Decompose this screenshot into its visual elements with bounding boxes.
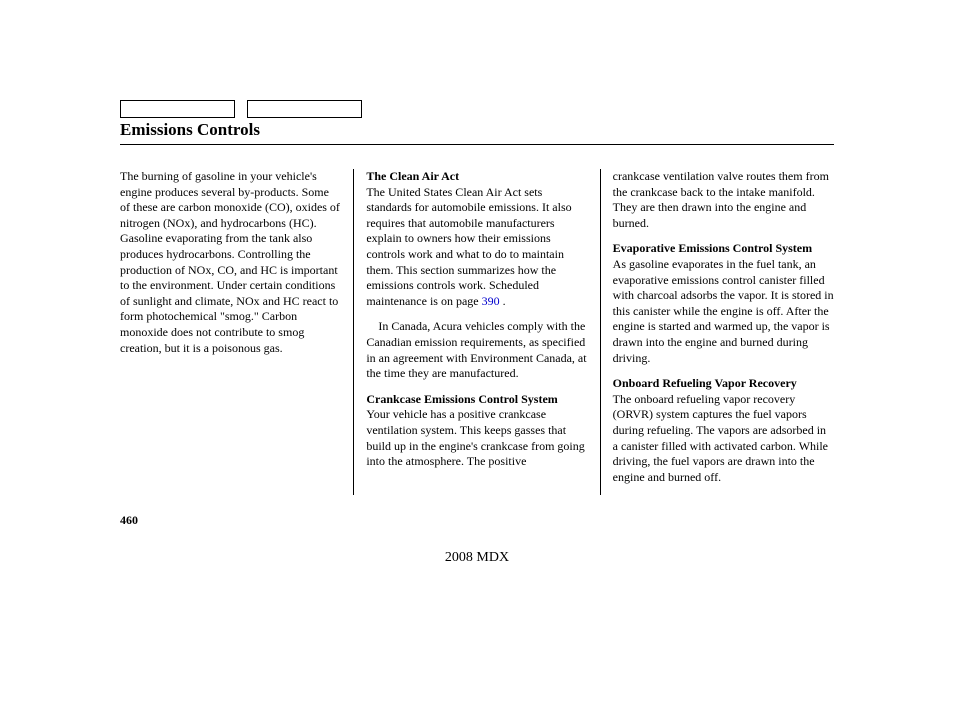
page-container: Emissions Controls The burning of gasoli… [0,0,954,566]
col2-block2: Crankcase Emissions Control System Your … [366,392,587,470]
col3-p2: As gasoline evaporates in the fuel tank,… [613,257,834,365]
page-number: 460 [120,513,834,528]
col2-p1a: The United States Clean Air Act sets sta… [366,185,571,308]
column-2: The Clean Air Act The United States Clea… [353,169,600,495]
page-link-390[interactable]: 390 [482,294,500,308]
col2-p3: Your vehicle has a positive crankcase ve… [366,407,584,468]
col2-p1b: . [500,294,506,308]
col2-block1: The Clean Air Act The United States Clea… [366,169,587,309]
col3-h1: Evaporative Emissions Control System [613,241,812,255]
header-boxes [120,100,834,118]
columns: The burning of gasoline in your vehicle'… [120,169,834,495]
header-box-2 [247,100,362,118]
col2-p2: In Canada, Acura vehicles comply with th… [366,319,587,381]
col2-h2: Crankcase Emissions Control System [366,392,557,406]
col3-h2: Onboard Refueling Vapor Recovery [613,376,797,390]
header-box-1 [120,100,235,118]
column-1: The burning of gasoline in your vehicle'… [120,169,353,495]
page-title: Emissions Controls [120,120,834,145]
column-3: crankcase ventilation valve routes them … [601,169,834,495]
col3-p1: crankcase ventilation valve routes them … [613,169,834,231]
col3-block2: Onboard Refueling Vapor Recovery The onb… [613,376,834,485]
footer-text: 2008 MDX [120,550,834,566]
col1-p1: The burning of gasoline in your vehicle'… [120,169,341,356]
col2-h1: The Clean Air Act [366,169,459,183]
col3-block1: Evaporative Emissions Control System As … [613,241,834,366]
col3-p3: The onboard refueling vapor recovery (OR… [613,392,828,484]
